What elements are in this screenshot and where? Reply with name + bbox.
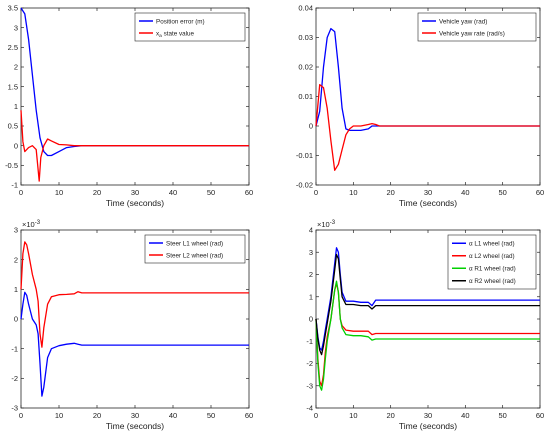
y-tick-label: 1 [14,285,18,294]
y-axis-exponent: ×10-3 [22,220,41,229]
x-tick-label: 10 [349,188,357,197]
x-axis-label: Time (seconds) [399,198,457,208]
y-tick-label: -2 [11,374,18,383]
chart-panel-2: 0 10 20 30 40 50 60 -0.02 -0.01 0 0.01 0.02 0.03 0.04… [296,4,544,208]
x-axis-label: Time (seconds) [399,421,457,431]
y-tick-label: -0.02 [296,181,313,190]
y-tick-label: 0.01 [298,92,313,101]
y-tick-label: 0.5 [8,122,18,131]
y-tick-label: 4 [309,226,313,235]
series-line-2 [315,84,540,171]
y-tick-label: 3 [14,23,18,32]
series-line-1 [20,291,249,397]
y-tick-label: -3 [306,381,313,390]
series-line-2 [20,241,249,348]
y-tick-label: -3 [11,404,18,413]
chart-panel-4: 0 10 20 30 40 50 60 -4 -3 -2 -1 0 1 2 3 4 Time (seconds)… [306,220,544,431]
x-tick-label: 10 [55,411,63,420]
series-line-1 [315,247,540,351]
y-tick-label: 3.5 [8,4,18,13]
y-tick-label: 0.03 [298,33,313,42]
x-tick-label: 10 [349,411,357,420]
legend-entry-label: Steer L1 wheel (rad) [166,240,223,247]
y-tick-label: -4 [306,404,313,413]
y-tick-label: -0.01 [296,151,313,160]
legend: Position error (m) xa state value [134,12,246,42]
series-line-3 [315,280,540,391]
y-tick-label: -2 [306,359,313,368]
series-line-1 [315,27,540,132]
x-tick-label: 30 [424,411,432,420]
x-tick-label: 20 [386,411,394,420]
legend-box [417,12,537,42]
y-tick-label: 0 [309,122,313,131]
x-axis-label: Time (seconds) [106,421,164,431]
y-tick-label: 2 [14,255,18,264]
x-tick-label: 50 [498,188,506,197]
legend-entry-label: Vehicle yaw rate (rad/s) [439,30,505,37]
x-tick-label: 30 [131,411,139,420]
y-tick-label: -1 [11,181,18,190]
x-tick-label: 40 [461,188,469,197]
x-tick-label: 40 [169,411,177,420]
x-tick-label: 40 [461,411,469,420]
y-tick-label: -1 [11,344,18,353]
y-tick-label: -1 [306,337,313,346]
x-tick-label: 0 [314,188,318,197]
x-tick-label: 30 [131,188,139,197]
y-tick-label: 2.5 [8,43,18,52]
legend-entry-label: α R1 wheel (rad) [469,266,516,273]
legend-entry-label: α L1 wheel (rad) [469,241,515,248]
y-tick-label: 0.04 [298,4,313,13]
y-tick-label: 3 [14,226,18,235]
y-tick-label: 2 [14,63,18,72]
y-tick-label: 2 [309,270,313,279]
y-tick-label: 0 [309,315,313,324]
x-tick-label: 20 [93,411,101,420]
x-axis-label: Time (seconds) [106,198,164,208]
x-tick-label: 40 [169,188,177,197]
x-tick-label: 50 [207,188,215,197]
y-tick-label: 0 [14,141,18,150]
series-line-4 [315,253,540,356]
x-tick-label: 50 [498,411,506,420]
legend-entry-label: xa state value [156,30,195,39]
y-tick-label: 1 [309,292,313,301]
x-tick-label: 0 [19,411,23,420]
x-tick-label: 0 [19,188,23,197]
x-tick-label: 60 [245,411,253,420]
x-tick-label: 20 [386,188,394,197]
x-tick-label: 60 [245,188,253,197]
legend: Steer L1 wheel (rad) Steer L2 wheel (rad) [144,234,246,264]
x-tick-label: 60 [536,188,544,197]
y-tick-label: 1 [14,102,18,111]
legend-entry-label: Steer L2 wheel (rad) [166,252,223,259]
legend-entry-label: α R2 wheel (rad) [469,278,516,285]
y-tick-label: 0 [14,315,18,324]
y-tick-label: -0.5 [5,161,18,170]
x-tick-label: 20 [93,188,101,197]
legend-entry-label: α L2 wheel (rad) [469,253,515,260]
x-tick-label: 30 [424,188,432,197]
x-tick-label: 60 [536,411,544,420]
x-tick-label: 10 [55,188,63,197]
chart-panel-3: 0 10 20 30 40 50 60 -3 -2 -1 0 1 2 3 Time (seconds) ×10… [11,220,253,431]
legend: Vehicle yaw (rad) Vehicle yaw rate (rad/s… [417,12,537,42]
y-tick-label: 1.5 [8,82,18,91]
legend: α L1 wheel (rad) α L2 wheel (rad) α R1 whe… [447,234,537,290]
chart-panel-1: 0 10 20 30 40 50 60 -1 -0.5 0 0.5 1 1.5 2 2.5 3 3.5 Time … [5,4,253,208]
x-tick-label: 50 [207,411,215,420]
series-line-2 [20,110,249,182]
legend-box [144,234,246,264]
x-tick-label: 0 [314,411,318,420]
legend-entry-label: Vehicle yaw (rad) [439,18,487,25]
y-axis-exponent: ×10-3 [317,220,336,229]
legend-box [134,12,246,42]
legend-entry-label: Position error (m) [156,18,205,25]
y-tick-label: 0.02 [298,63,313,72]
y-tick-label: 3 [309,248,313,257]
